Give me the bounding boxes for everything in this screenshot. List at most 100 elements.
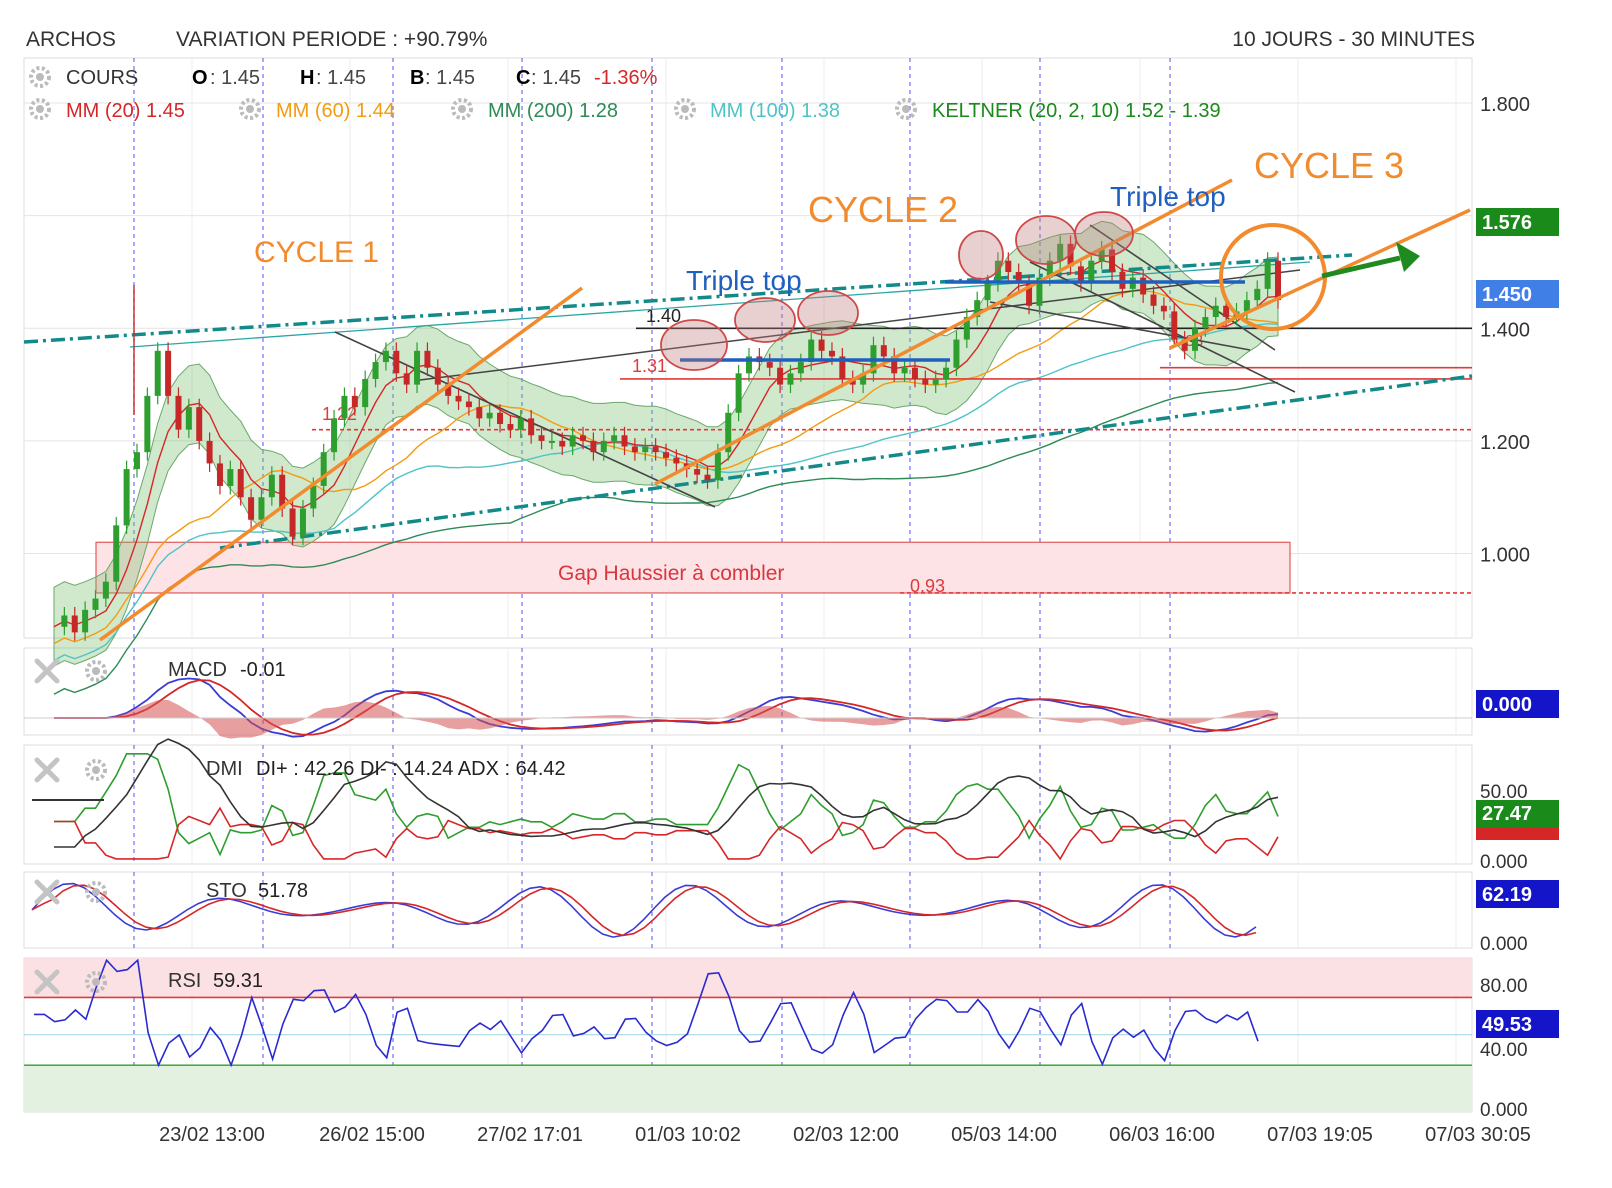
candle-body: [994, 260, 1001, 284]
rsi-overbought-zone: [24, 958, 1472, 998]
settings-gear-icon: [895, 98, 917, 120]
candle-body: [258, 497, 265, 520]
settings-gear-icon: [29, 66, 51, 88]
gear-hub: [681, 105, 689, 113]
top-marker-ellipse: [734, 297, 796, 343]
top-marker-ellipse: [797, 290, 859, 336]
sto-label: STO: [206, 880, 247, 902]
x-axis-label: 26/02 15:00: [319, 1124, 425, 1146]
candle-body: [382, 350, 389, 363]
candle-body: [880, 345, 887, 357]
candle-body: [745, 356, 752, 374]
badge-bg: [1476, 827, 1559, 840]
rsi-tick: 80.00: [1480, 976, 1528, 997]
channel-bottom-line: [219, 374, 1473, 550]
close-x-stroke: [34, 658, 60, 684]
gear-teeth: [674, 98, 696, 120]
candle-body: [818, 339, 825, 351]
candle-body: [154, 350, 161, 396]
gear-hub: [92, 766, 100, 774]
candle-body: [704, 474, 711, 481]
candle-body: [507, 424, 514, 430]
candle-body: [901, 367, 908, 374]
sto-k-line: [31, 882, 1257, 938]
candle-body: [963, 317, 970, 340]
chart-symbol: ARCHOS: [26, 28, 116, 51]
candle-body: [922, 378, 929, 385]
channel-top-line: [23, 253, 1353, 344]
price-tick-label: 1.200: [1480, 432, 1530, 454]
candle-body: [735, 373, 742, 413]
candle-body: [486, 412, 493, 419]
badge-value: 27.47: [1482, 803, 1532, 825]
candle-body: [393, 350, 400, 374]
gear-teeth: [85, 881, 107, 903]
x-axis-label: 07/03 19:05: [1267, 1124, 1373, 1146]
candle-body: [144, 395, 151, 453]
legend-mm60: MM (60) 1.44: [276, 100, 395, 122]
gear-hub: [246, 105, 254, 113]
candle-body: [974, 300, 981, 318]
candle-body: [580, 435, 587, 441]
candle-body: [787, 373, 794, 385]
candle-body: [185, 407, 192, 430]
price-badge-last: 1.450: [1476, 280, 1559, 308]
candle-body: [268, 474, 275, 498]
candle-body: [216, 463, 223, 486]
close-x-stroke: [34, 879, 60, 905]
candle-body: [673, 457, 680, 464]
candle-body: [196, 407, 203, 441]
candle-body: [372, 362, 379, 379]
x-axis-label: 06/03 16:00: [1109, 1124, 1215, 1146]
candle-body: [621, 435, 628, 447]
candle-body: [797, 362, 804, 374]
candle-body: [642, 446, 649, 453]
candle-body: [92, 598, 99, 610]
gear-teeth: [895, 98, 917, 120]
period-label[interactable]: 10 JOURS - 30 MINUTES: [1232, 28, 1475, 51]
x-axis-label: 23/02 13:00: [159, 1124, 265, 1146]
candle-body: [424, 350, 431, 368]
di-minus-line: [54, 806, 1279, 861]
candle-body: [953, 339, 960, 368]
candle-body: [1088, 260, 1095, 284]
candle-body: [860, 373, 867, 385]
close-x-stroke: [34, 757, 60, 783]
settings-gear-icon: [85, 881, 107, 903]
triple-top-label-2: Triple top: [1110, 181, 1226, 212]
level-label-122: 1.22: [322, 404, 357, 424]
candle-body: [362, 378, 369, 408]
candle-body: [175, 395, 182, 430]
candle-body: [61, 615, 68, 627]
candle-body: [943, 367, 950, 379]
level-label-140: 1.40: [646, 306, 681, 326]
candle-body: [320, 452, 327, 486]
macd-histogram: [54, 699, 1278, 739]
candle-body: [299, 508, 306, 537]
cycle-1-line: [98, 286, 584, 642]
price-panel: [23, 57, 1473, 639]
rsi-badge: 49.53: [1476, 1010, 1559, 1038]
rsi-label: RSI: [168, 970, 201, 992]
candle-body: [766, 362, 773, 368]
breakout-arrow-shaft: [1321, 255, 1401, 279]
triple-top-label-1: Triple top: [686, 265, 802, 296]
badge-bg: [1476, 690, 1559, 718]
sto-d-line: [31, 884, 1257, 937]
candle-body: [891, 356, 898, 374]
legend-c-value: : 1.45: [531, 67, 581, 89]
legend-b-label: B: [410, 67, 424, 89]
legend-keltner: KELTNER (20, 2, 10) 1.52 - 1.39: [932, 100, 1221, 122]
legend-change: -1.36%: [594, 67, 658, 89]
candle-body: [1264, 260, 1271, 289]
candle-body: [932, 378, 939, 385]
settings-gear-icon: [29, 98, 51, 120]
candle-body: [434, 367, 441, 385]
gap-zone-label: Gap Haussier à combler: [558, 562, 784, 585]
candle-body: [652, 446, 659, 453]
candle-body: [1254, 288, 1261, 301]
candle-body: [1077, 266, 1084, 284]
badge-value: 1.450: [1482, 284, 1532, 306]
candle-body: [1275, 260, 1281, 301]
